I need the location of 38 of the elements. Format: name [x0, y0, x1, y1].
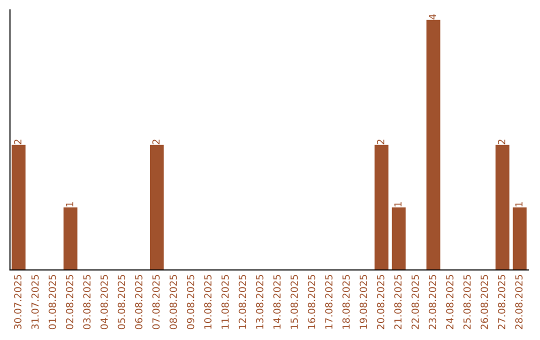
data-label: 2: [14, 140, 22, 144]
x-tick-label: 17.08.2025: [325, 274, 332, 329]
x-tick-label: 12.08.2025: [238, 274, 246, 329]
x-tick-label: 19.08.2025: [360, 274, 368, 329]
data-label: 1: [66, 202, 74, 206]
data-label: 1: [515, 202, 522, 206]
data-label: 1: [394, 202, 402, 206]
x-tick-label: 23.08.2025: [428, 274, 436, 330]
x-tick-label: 20.08.2025: [376, 274, 384, 330]
x-tick-label: 22.08.2025: [412, 274, 419, 330]
x-tick-label: 04.08.2025: [100, 274, 108, 330]
x-tick-label: 25.08.2025: [463, 274, 471, 330]
x-tick-label: 06.08.2025: [135, 274, 142, 330]
x-tick-label: 14.08.2025: [273, 274, 281, 329]
x-tick-label: 21.08.2025: [394, 274, 402, 330]
x-tick-label: 07.08.2025: [152, 274, 160, 330]
x-tick-label: 27.08.2025: [498, 274, 506, 330]
x-tick-label: 15.08.2025: [290, 274, 298, 329]
x-tick-label: 28.08.2025: [515, 274, 523, 330]
x-tick-label: 05.08.2025: [118, 274, 126, 330]
x-tick-label: 11.08.2025: [221, 274, 229, 329]
x-tick-label: 30.07.2025: [14, 274, 22, 330]
x-tick-label: 24.08.2025: [446, 274, 454, 330]
x-tick-label: 10.08.2025: [204, 274, 212, 329]
x-tick-label: 13.08.2025: [256, 274, 264, 329]
data-label: 2: [152, 140, 160, 144]
x-tick-label: 16.08.2025: [308, 274, 316, 329]
data-label: 4: [428, 14, 436, 20]
x-tick-label: 02.08.2025: [66, 274, 74, 330]
x-tick-label: 03.08.2025: [83, 274, 91, 330]
x-tick-label: 18.08.2025: [342, 274, 350, 329]
x-tick-label: 09.08.2025: [186, 274, 194, 330]
x-tick-label: 08.08.2025: [170, 274, 177, 330]
data-label: 2: [498, 140, 506, 144]
data-label: 2: [376, 140, 384, 144]
x-tick-label: 31.07.2025: [31, 274, 39, 330]
x-tick-label: 26.08.2025: [480, 274, 488, 330]
x-tick-label: 01.08.2025: [48, 274, 56, 330]
